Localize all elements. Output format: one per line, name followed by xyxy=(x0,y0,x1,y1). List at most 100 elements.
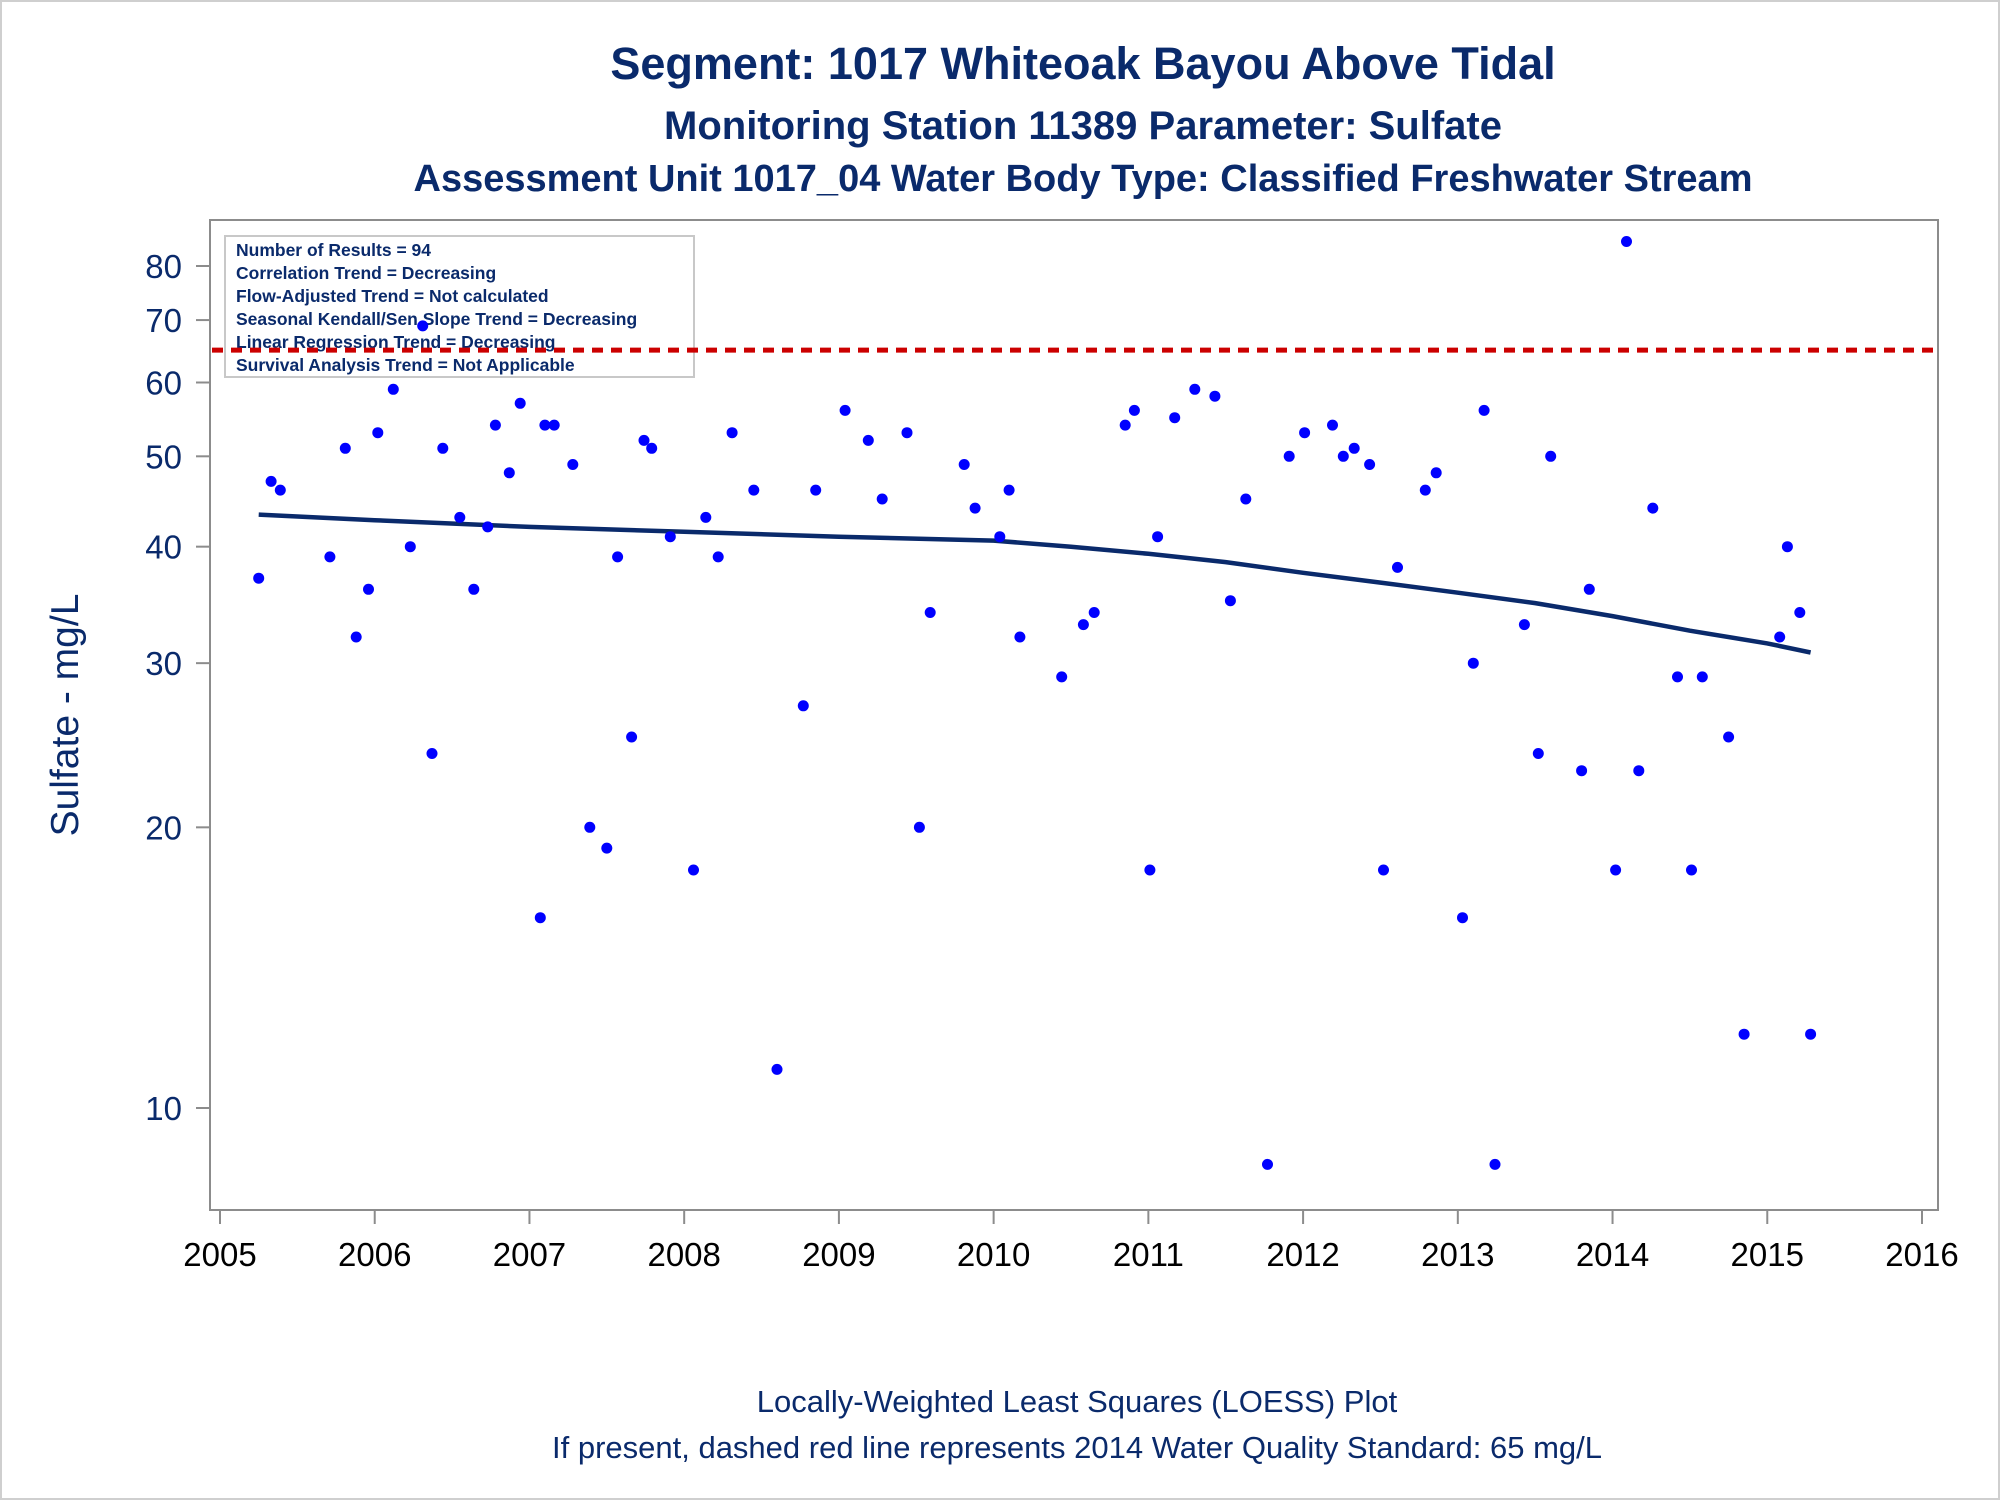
data-point xyxy=(1532,748,1544,759)
data-point xyxy=(417,320,429,332)
data-point xyxy=(601,842,613,854)
y-tick-label: 30 xyxy=(145,645,182,682)
x-tick-label: 2006 xyxy=(338,1236,411,1273)
data-point xyxy=(1576,765,1588,777)
data-point xyxy=(1262,1158,1273,1170)
data-point xyxy=(688,864,699,876)
y-tick-label: 20 xyxy=(145,809,182,846)
data-point xyxy=(1337,450,1349,462)
data-point xyxy=(1152,531,1164,543)
x-tick-label: 2008 xyxy=(647,1236,720,1273)
y-axis-label: Sulfate - mg/L xyxy=(44,594,87,837)
data-point xyxy=(1144,864,1156,876)
data-point xyxy=(1489,1158,1501,1170)
data-point xyxy=(363,583,374,595)
data-point xyxy=(994,531,1006,543)
x-tick-label: 2010 xyxy=(957,1236,1030,1273)
x-tick-label: 2014 xyxy=(1576,1236,1649,1273)
footnote-loess: Locally-Weighted Least Squares (LOESS) P… xyxy=(757,1384,1398,1419)
x-tick-label: 2007 xyxy=(493,1236,566,1273)
data-point xyxy=(901,427,913,439)
data-point xyxy=(1738,1028,1750,1040)
data-point xyxy=(1467,657,1479,669)
data-point xyxy=(712,551,724,563)
data-point xyxy=(274,484,286,496)
y-tick-label: 50 xyxy=(145,438,182,475)
data-point xyxy=(1419,484,1431,496)
data-point xyxy=(468,583,480,595)
data-point xyxy=(1283,450,1295,462)
data-point xyxy=(514,397,526,409)
data-point xyxy=(1621,236,1632,247)
data-point xyxy=(1545,450,1557,462)
loess-trend-line xyxy=(258,512,1812,655)
data-point xyxy=(1327,419,1338,431)
data-point xyxy=(372,427,384,439)
stat-number-of-results: Number of Results = 94 xyxy=(236,240,431,260)
data-point xyxy=(404,541,416,553)
stat-survival-analysis-trend: Survival Analysis Trend = Not Applicable xyxy=(236,355,575,375)
data-point xyxy=(913,821,925,833)
data-point xyxy=(534,912,546,924)
stat-seasonal-kendall-trend: Seasonal Kendall/Sen Slope Trend = Decre… xyxy=(236,309,637,329)
data-point xyxy=(1774,631,1786,643)
data-point xyxy=(1056,671,1068,683)
x-tick-label: 2013 xyxy=(1421,1236,1494,1273)
data-point xyxy=(1686,864,1697,876)
data-point xyxy=(1209,390,1221,402)
data-point xyxy=(638,434,650,446)
data-point xyxy=(664,531,676,543)
x-tick-label: 2015 xyxy=(1731,1236,1804,1273)
stats-box-border xyxy=(224,235,695,378)
x-tick-label: 2012 xyxy=(1266,1236,1339,1273)
data-point xyxy=(350,631,362,643)
data-point xyxy=(489,419,501,431)
data-point xyxy=(1805,1028,1817,1040)
x-axis: 2005 2006 2007 2008 2009 2010 2011 2012 2013 2014… xyxy=(183,1210,1959,1273)
data-points xyxy=(253,236,1817,1170)
data-point xyxy=(958,459,970,470)
data-point xyxy=(726,427,738,439)
data-point xyxy=(1189,383,1201,395)
y-axis: 10 20 30 40 50 60 70 80 xyxy=(145,248,210,1127)
data-point xyxy=(969,502,981,514)
data-point xyxy=(1240,493,1252,505)
data-point xyxy=(253,572,265,584)
data-point xyxy=(646,442,658,454)
data-point xyxy=(387,383,399,395)
data-point xyxy=(700,511,712,523)
data-point xyxy=(1781,541,1793,553)
data-point xyxy=(1014,631,1026,643)
data-point xyxy=(1583,583,1595,595)
data-point xyxy=(1169,412,1181,424)
data-point xyxy=(810,484,822,496)
data-point xyxy=(1088,607,1100,618)
y-tick-label: 60 xyxy=(145,364,182,401)
x-tick-label: 2016 xyxy=(1885,1236,1958,1273)
data-point xyxy=(1378,864,1389,876)
data-point xyxy=(1696,671,1708,683)
chart-subtitle-2: Assessment Unit 1017_04 Water Body Type:… xyxy=(414,158,1753,200)
data-point xyxy=(437,442,449,454)
y-tick-label: 10 xyxy=(145,1090,182,1127)
y-tick-label: 70 xyxy=(145,302,182,339)
data-point xyxy=(426,748,438,759)
data-point xyxy=(1119,419,1131,431)
data-point xyxy=(1610,864,1622,876)
chart-subtitle: Monitoring Station 11389 Parameter: Sulf… xyxy=(664,104,1502,148)
stat-correlation-trend: Correlation Trend = Decreasing xyxy=(236,263,496,283)
chart-title: Segment: 1017 Whiteoak Bayou Above Tidal xyxy=(610,38,1555,89)
data-point xyxy=(584,821,596,833)
data-point xyxy=(1647,502,1659,514)
stat-linear-regression-trend: Linear Regression Trend = Decreasing xyxy=(236,332,556,352)
data-point xyxy=(612,551,624,563)
data-point xyxy=(862,434,874,446)
data-point xyxy=(265,475,277,487)
data-point xyxy=(339,442,351,454)
data-point xyxy=(1224,595,1236,607)
data-point xyxy=(539,419,551,431)
data-point xyxy=(924,607,936,618)
data-point xyxy=(324,551,336,563)
footnote-standard: If present, dashed red line represents 2… xyxy=(552,1430,1602,1465)
